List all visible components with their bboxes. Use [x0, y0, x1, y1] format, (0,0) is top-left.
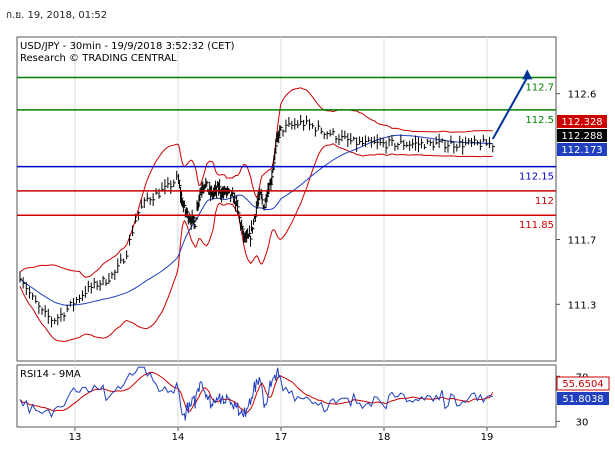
projection-line — [491, 76, 529, 140]
y-tick-label: 112.6 — [568, 90, 597, 101]
price-badge-label-last: 112.288 — [561, 131, 602, 142]
rsi-grid — [74, 365, 488, 427]
y-tick-label: 111.7 — [568, 236, 597, 247]
x-tick-label-19: 19 — [481, 432, 494, 443]
rsi-ma-line — [19, 371, 494, 414]
price-badge-upper — [557, 115, 607, 128]
projection-arrowhead — [522, 69, 533, 80]
rsi-badge-label-rsi: 51.8038 — [562, 394, 603, 405]
rsi-title: RSI14 - 9MA — [20, 369, 81, 380]
price-bars — [19, 114, 495, 328]
main-grid — [74, 37, 488, 361]
x-tick-label-13: 13 — [69, 432, 82, 443]
x-tick-label-14: 14 — [172, 432, 185, 443]
price-axis: 112.6 111.7 111.3 — [556, 90, 597, 311]
x-tick-label-18: 18 — [378, 432, 391, 443]
price-badge-label-upper: 112.328 — [561, 117, 602, 128]
projection-arrow — [491, 69, 533, 140]
rsi-badge-ma — [556, 376, 610, 391]
rsi-badge-label-ma: 55.6504 — [562, 379, 603, 390]
main-panel-frame — [16, 36, 557, 362]
x-tick-label-17: 17 — [275, 432, 288, 443]
rsi-badges: 55.6504 51.8038 — [556, 376, 610, 405]
chart-subtitle: Research © TRADING CENTRAL — [20, 53, 177, 64]
price-badges: 112.328 112.288 112.173 — [557, 115, 607, 156]
level-label-S2: 111.85 — [519, 220, 554, 231]
bollinger-lower-line — [19, 143, 493, 343]
rsi-lines — [19, 366, 494, 421]
rsi-badge-rsi — [557, 392, 609, 405]
timestamp: ก.ย. 19, 2018, 01:52 — [6, 10, 108, 21]
bollinger-upper-line — [19, 87, 493, 278]
date-axis: 13 14 17 18 19 — [69, 427, 494, 443]
level-label-R1: 112.5 — [525, 115, 554, 126]
rsi-line — [19, 366, 493, 421]
price-badge-ma — [557, 143, 607, 156]
level-label-pivot: 112.15 — [519, 172, 554, 183]
y-tick-label: 111.3 — [568, 300, 597, 311]
rsi-panel-frame — [16, 364, 557, 428]
rsi-tick-label: 30 — [576, 417, 589, 428]
level-label-R2: 112.7 — [525, 83, 554, 94]
support-resistance-levels: 112.7 112.5 112.15 112 111.85 — [17, 76, 556, 231]
chart-title: USD/JPY - 30min - 19/9/2018 3:52:32 (CET… — [20, 41, 235, 52]
price-badge-label-ma: 112.173 — [561, 145, 602, 156]
price-badge-last — [557, 129, 607, 142]
level-label-S1: 112 — [535, 196, 554, 207]
bollinger-bands — [19, 87, 493, 343]
